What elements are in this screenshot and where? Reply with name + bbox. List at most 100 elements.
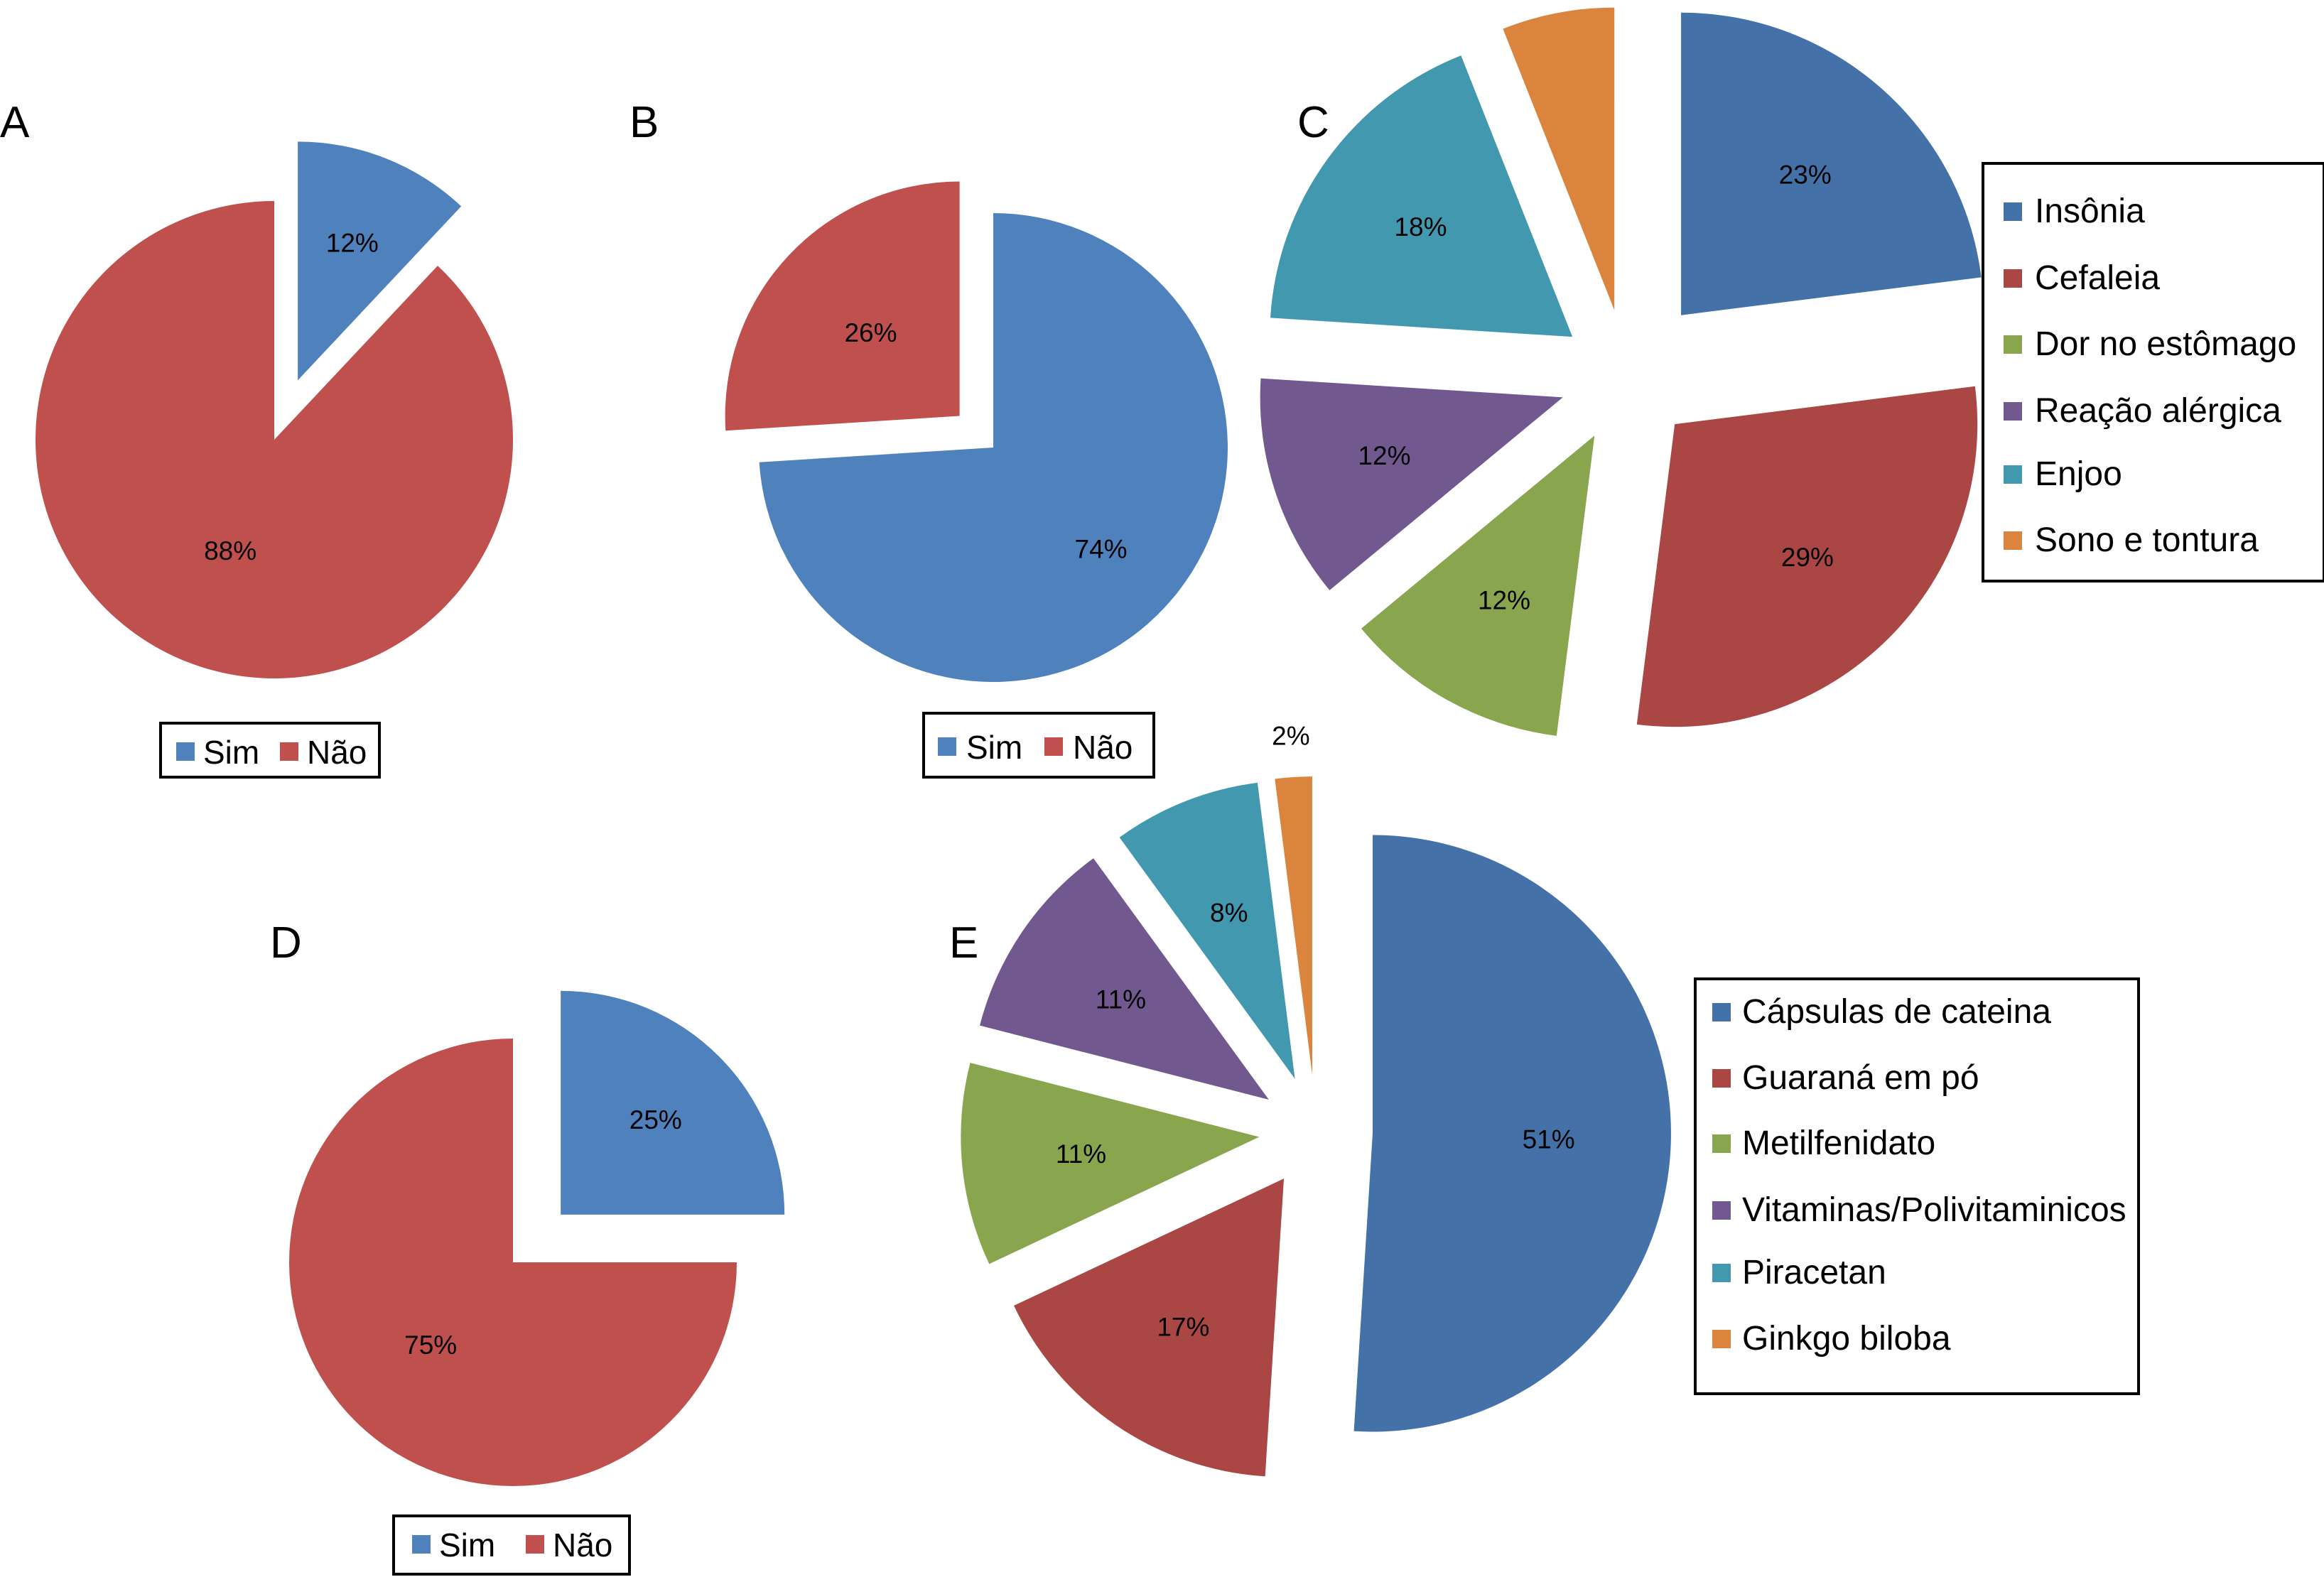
legend-label: Não xyxy=(307,734,367,771)
pie-slice-sim xyxy=(298,141,462,381)
legend-label: Metilfenidato xyxy=(1742,1125,1935,1162)
pie-slice-rea-o-al-rgica xyxy=(1260,378,1563,590)
data-label: 75% xyxy=(404,1331,457,1360)
legend-swatch xyxy=(2004,531,2022,550)
legend-swatch xyxy=(1044,737,1063,756)
panel-letter: C xyxy=(1297,98,1329,147)
pie-slice-dor-no-est-mago xyxy=(1361,435,1595,736)
panel-letter: D xyxy=(270,918,302,968)
legend-box xyxy=(392,1514,631,1576)
data-label: 74% xyxy=(1075,534,1128,563)
legend-swatch xyxy=(2004,402,2022,421)
data-label: 12% xyxy=(1478,586,1530,615)
panel-e: E 51% 17% 11% 11% 8% 2% Cápsulas de cateina G… xyxy=(949,721,2140,1477)
pie-slices xyxy=(961,776,1671,1477)
legend-swatch xyxy=(1712,1069,1731,1088)
pie-slice-n-o xyxy=(36,201,514,678)
pie-slice-n-o xyxy=(289,1039,737,1486)
legend-label: Sim xyxy=(439,1527,495,1564)
data-label: 29% xyxy=(1781,543,1834,572)
pie-slices xyxy=(36,141,514,678)
data-labels: 12% 88% xyxy=(204,229,379,566)
legend-swatch xyxy=(1712,1264,1731,1282)
data-label: 12% xyxy=(1358,441,1410,470)
data-label: 23% xyxy=(1779,161,1832,190)
legend-swatch xyxy=(2004,202,2022,221)
data-labels: 25% 75% xyxy=(404,1105,682,1360)
legend-swatch xyxy=(1712,1201,1731,1220)
pie-slice-guaran-em-p- xyxy=(1014,1178,1285,1477)
legend-label: Guaraná em pó xyxy=(1742,1059,1979,1097)
panel-a: A 12% 88% Sim Não xyxy=(0,98,514,779)
data-label: 51% xyxy=(1523,1125,1575,1154)
legend-label: Sono e tontura xyxy=(2035,521,2259,559)
pie-slice-sim xyxy=(561,990,785,1215)
data-label: 26% xyxy=(844,318,897,347)
data-label: 88% xyxy=(204,536,256,565)
data-label: 25% xyxy=(629,1105,682,1134)
legend-swatch xyxy=(280,742,298,761)
legend-label: Ginkgo biloba xyxy=(1742,1320,1951,1357)
data-label: 18% xyxy=(1394,212,1447,242)
legend-label: Piracetan xyxy=(1742,1254,1886,1291)
legend-swatch xyxy=(526,1535,544,1554)
legend-box xyxy=(922,712,1155,779)
pie-slice-ins-nia xyxy=(1681,12,1982,315)
legend-label: Insônia xyxy=(2035,193,2145,230)
legend-label: Dor no estômago xyxy=(2035,325,2296,363)
data-label: 11% xyxy=(1056,1139,1106,1169)
pie-slices xyxy=(289,990,785,1486)
legend: Sim Não xyxy=(392,1514,631,1576)
legend-label: Vitaminas/Polivitaminicos xyxy=(1742,1191,2126,1229)
pie-slice-metilfenidato xyxy=(961,1063,1260,1264)
legend-box xyxy=(1982,162,2324,582)
legend: Sim Não xyxy=(922,712,1155,779)
pie-slice-c-psulas-de-cateina xyxy=(1353,835,1671,1432)
legend-swatch xyxy=(1712,1330,1731,1348)
panel-c: C 23%29%12%12%18%6% Insônia Cefaleia Dor… xyxy=(1260,7,2324,736)
legend-swatch xyxy=(2004,335,2022,354)
data-label: 11% xyxy=(1096,985,1146,1014)
legend-box xyxy=(159,722,381,779)
legend-swatch xyxy=(2004,465,2022,484)
legend-label: Não xyxy=(553,1527,612,1564)
legend-label: Sim xyxy=(203,734,259,771)
data-labels: 23%29%12%12%18%6% xyxy=(1358,161,1834,615)
legend-label: Enjoo xyxy=(2035,455,2122,493)
legend-box xyxy=(1694,977,2140,1395)
legend-label: Sim xyxy=(966,729,1022,766)
pie-slice-piracetan xyxy=(1119,782,1295,1079)
legend-swatch xyxy=(1712,1134,1731,1153)
pie-slice-sono-e-tontura xyxy=(1503,7,1615,310)
data-label: 8% xyxy=(1210,898,1248,927)
pie-slice-cefaleia xyxy=(1636,386,1978,727)
legend-label: Cefaleia xyxy=(2035,259,2160,297)
legend: Sim Não xyxy=(159,722,381,779)
pie-slice-sim xyxy=(759,213,1228,683)
pie-slice-vitaminas-polivitaminicos xyxy=(980,858,1269,1100)
legend-label: Não xyxy=(1073,729,1133,766)
panel-letter: E xyxy=(949,918,978,968)
data-label: 2% xyxy=(1272,721,1309,750)
pie-slices xyxy=(1260,7,1982,736)
pie-slice-n-o xyxy=(725,181,960,431)
legend-swatch xyxy=(938,737,956,756)
panel-b: B 74% 26% Sim Não xyxy=(629,98,1228,779)
legend-swatch xyxy=(1712,1003,1731,1021)
panel-letter: A xyxy=(0,98,30,147)
legend-swatch xyxy=(2004,269,2022,288)
panel-letter: B xyxy=(629,98,659,147)
pie-slice-ginkgo-biloba xyxy=(1275,776,1312,1075)
panel-d: D 25% 75% Sim Não xyxy=(270,918,785,1576)
data-label: 17% xyxy=(1157,1313,1209,1342)
legend-swatch xyxy=(412,1535,431,1554)
pie-slices xyxy=(725,181,1228,683)
legend-swatch xyxy=(176,742,195,761)
legend: Insônia Cefaleia Dor no estômago Reação … xyxy=(1982,162,2324,582)
data-label: 12% xyxy=(326,229,379,258)
legend-label: Cápsulas de cateina xyxy=(1742,993,2051,1031)
data-labels: 74% 26% xyxy=(844,318,1127,563)
legend-label: Reação alérgica xyxy=(2035,392,2281,430)
data-labels: 51% 17% 11% 11% 8% 2% xyxy=(1056,721,1575,1341)
